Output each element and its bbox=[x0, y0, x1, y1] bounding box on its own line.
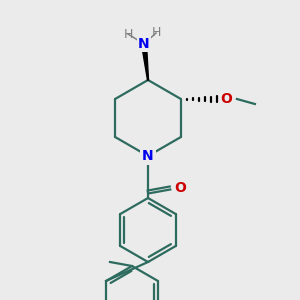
Text: H: H bbox=[123, 28, 133, 40]
Text: O: O bbox=[220, 92, 232, 106]
Text: N: N bbox=[138, 37, 150, 51]
Text: H: H bbox=[151, 26, 161, 40]
Text: N: N bbox=[142, 149, 154, 163]
Polygon shape bbox=[142, 44, 148, 80]
Text: O: O bbox=[174, 181, 186, 195]
